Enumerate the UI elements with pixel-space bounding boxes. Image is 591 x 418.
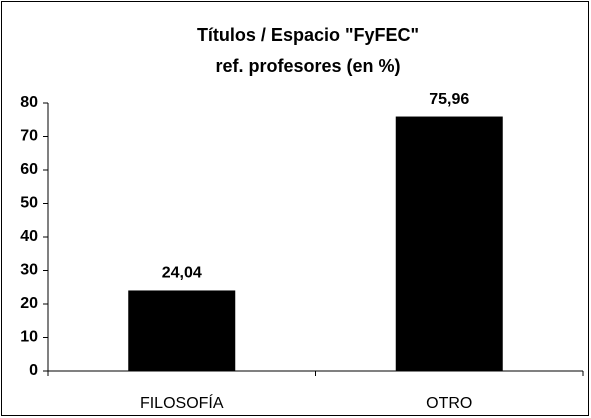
y-tick-label: 70 xyxy=(20,128,38,145)
y-tick-label: 0 xyxy=(29,362,38,379)
chart-title: Títulos / Espacio "FyFEC" xyxy=(197,25,419,45)
y-tick-label: 40 xyxy=(20,228,38,245)
bar xyxy=(128,290,236,371)
y-tick-label: 60 xyxy=(20,161,38,178)
chart-title: ref. profesores (en %) xyxy=(215,56,400,76)
data-label: 24,04 xyxy=(162,265,202,282)
y-tick-label: 10 xyxy=(20,329,38,346)
y-tick-label: 80 xyxy=(20,94,38,111)
y-tick-label: 30 xyxy=(20,262,38,279)
y-tick-label: 50 xyxy=(20,195,38,212)
x-tick-label: FILOSOFÍA xyxy=(140,393,224,412)
bar xyxy=(395,116,503,371)
data-label: 75,96 xyxy=(429,91,469,108)
x-tick-label: OTRO xyxy=(426,395,472,412)
y-tick-label: 20 xyxy=(20,295,38,312)
